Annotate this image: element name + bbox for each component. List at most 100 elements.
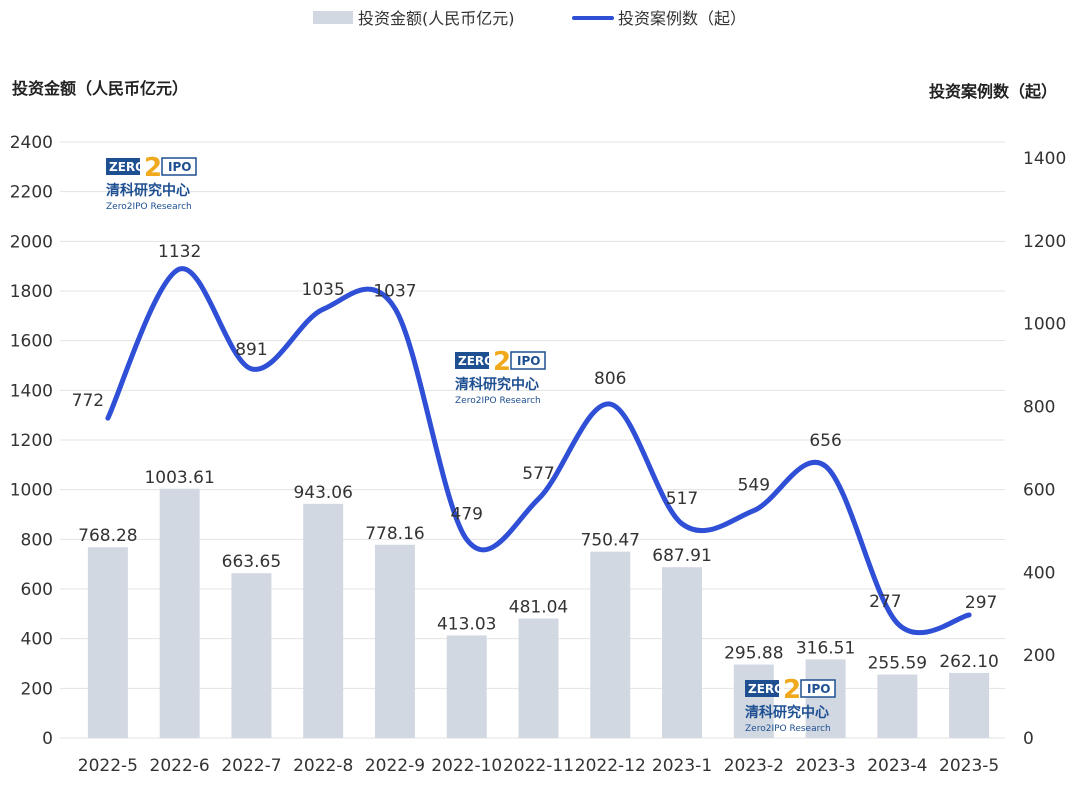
bar — [877, 674, 918, 738]
y-right-tick-label: 800 — [1023, 398, 1055, 418]
logo-two: 2 — [144, 153, 162, 183]
bar-value-label: 262.10 — [939, 652, 998, 672]
y-left-tick-label: 1800 — [10, 282, 53, 302]
logo-block-right — [161, 157, 197, 176]
logo-block-left — [106, 158, 140, 175]
line-value-label: 772 — [72, 391, 104, 411]
line-value-label: 1037 — [373, 281, 416, 301]
x-tick-label: 2022-6 — [150, 756, 210, 776]
y-left-tick-label: 600 — [21, 580, 53, 600]
x-tick-label: 2022-5 — [78, 756, 138, 776]
legend-bar-label: 投资金额(人民币亿元) — [358, 9, 515, 28]
bar — [805, 659, 846, 738]
x-tick-label: 2023-5 — [939, 756, 999, 776]
bar-value-label: 316.51 — [796, 638, 855, 658]
line-value-label: 517 — [666, 489, 698, 509]
logo-block-left — [745, 680, 779, 697]
x-tick-label: 2023-2 — [724, 756, 784, 776]
y-right-axis-title: 投资案例数（起） — [929, 82, 1057, 101]
legend: 投资金额(人民币亿元) 投资案例数（起） — [313, 9, 746, 28]
y-right-tick-labels: 0 200 400 600 800 1000 1200 1400 — [1023, 149, 1066, 749]
line-value-label: 806 — [594, 369, 626, 389]
bar-value-label: 778.16 — [365, 524, 424, 544]
line-value-label: 549 — [738, 476, 770, 496]
legend-line-label: 投资案例数（起） — [618, 9, 746, 28]
x-tick-label: 2022-9 — [365, 756, 425, 776]
y-left-tick-label: 2200 — [10, 183, 53, 203]
x-tick-label: 2022-12 — [575, 756, 646, 776]
y-right-tick-label: 600 — [1023, 480, 1055, 500]
y-right-tick-label: 0 — [1023, 729, 1034, 749]
line-value-label: 277 — [869, 592, 901, 612]
bar — [518, 618, 559, 738]
bar — [231, 573, 272, 738]
y-right-tick-label: 1000 — [1023, 315, 1066, 335]
watermark-cn-name: 清科研究中心 — [455, 376, 539, 393]
line-value-label: 891 — [235, 340, 267, 360]
bar — [949, 672, 990, 738]
line-value-label: 656 — [809, 431, 841, 451]
bar — [446, 635, 487, 738]
line-series-path — [105, 266, 972, 636]
bar-value-label: 663.65 — [222, 552, 281, 572]
bar-value-label: 943.06 — [293, 483, 352, 503]
bar — [733, 664, 774, 738]
bar — [590, 551, 631, 738]
x-tick-label: 2023-3 — [795, 756, 855, 776]
bar-value-label: 1003.61 — [144, 468, 214, 488]
bar — [662, 567, 703, 738]
watermark-cn-name: 清科研究中心 — [745, 704, 829, 721]
line-value-labels: 772 1132 891 1035 1037 479 577 806 517 549 656 277 2… — [72, 242, 998, 613]
y-left-tick-label: 1200 — [10, 431, 53, 451]
watermark-cn-name: 清科研究中心 — [106, 182, 190, 199]
line-series — [105, 266, 972, 636]
line-value-label: 1132 — [158, 242, 201, 262]
y-left-axis-title: 投资金额（人民币亿元） — [12, 79, 188, 98]
watermark-en-name: Zero2IPO Research — [455, 396, 541, 406]
y-right-tick-label: 1200 — [1023, 232, 1066, 252]
line-value-label: 479 — [451, 505, 483, 525]
bar-value-label: 481.04 — [509, 598, 568, 618]
x-tick-label: 2023-1 — [652, 756, 712, 776]
x-tick-label: 2022-7 — [221, 756, 281, 776]
bars — [87, 488, 990, 738]
line-value-label: 297 — [965, 593, 997, 613]
y-left-tick-label: 1600 — [10, 332, 53, 352]
bar-value-label: 687.91 — [652, 546, 711, 566]
legend-bar-swatch — [313, 11, 353, 24]
y-left-tick-label: 400 — [21, 630, 53, 650]
y-right-tick-label: 400 — [1023, 563, 1055, 583]
y-left-tick-label: 2400 — [10, 133, 53, 153]
logo-zero: ZERO — [458, 354, 494, 368]
watermark-en-name: Zero2IPO Research — [745, 724, 831, 734]
y-left-tick-label: 200 — [21, 679, 53, 699]
y-left-tick-label: 0 — [42, 729, 53, 749]
x-tick-label: 2022-8 — [293, 756, 353, 776]
bar-value-label: 255.59 — [868, 654, 927, 674]
x-tick-label: 2022-10 — [431, 756, 502, 776]
y-left-tick-label: 2000 — [10, 232, 53, 252]
bar — [159, 488, 200, 738]
bar — [374, 544, 415, 738]
y-left-tick-label: 800 — [21, 530, 53, 550]
bar-value-label: 750.47 — [581, 531, 640, 551]
x-tick-label: 2022-11 — [503, 756, 574, 776]
watermark-en-name: Zero2IPO Research — [106, 202, 192, 212]
bar-value-label: 413.03 — [437, 614, 496, 634]
logo-ipo: IPO — [517, 354, 540, 368]
logo-ipo: IPO — [168, 160, 191, 174]
bar-value-labels: 768.28 1003.61 663.65 943.06 778.16 413.03 481… — [78, 468, 999, 674]
logo-block-left — [455, 352, 489, 369]
y-right-tick-label: 1400 — [1023, 149, 1066, 169]
y-left-tick-label: 1400 — [10, 381, 53, 401]
bar — [87, 547, 128, 738]
y-left-tick-labels: 0 200 400 600 800 1000 1200 1400 1600 1800 2000 220… — [10, 133, 53, 749]
x-tick-label: 2023-4 — [867, 756, 927, 776]
logo-zero: ZERO — [109, 160, 145, 174]
line-value-label: 577 — [522, 464, 554, 484]
logo-two: 2 — [493, 347, 511, 377]
